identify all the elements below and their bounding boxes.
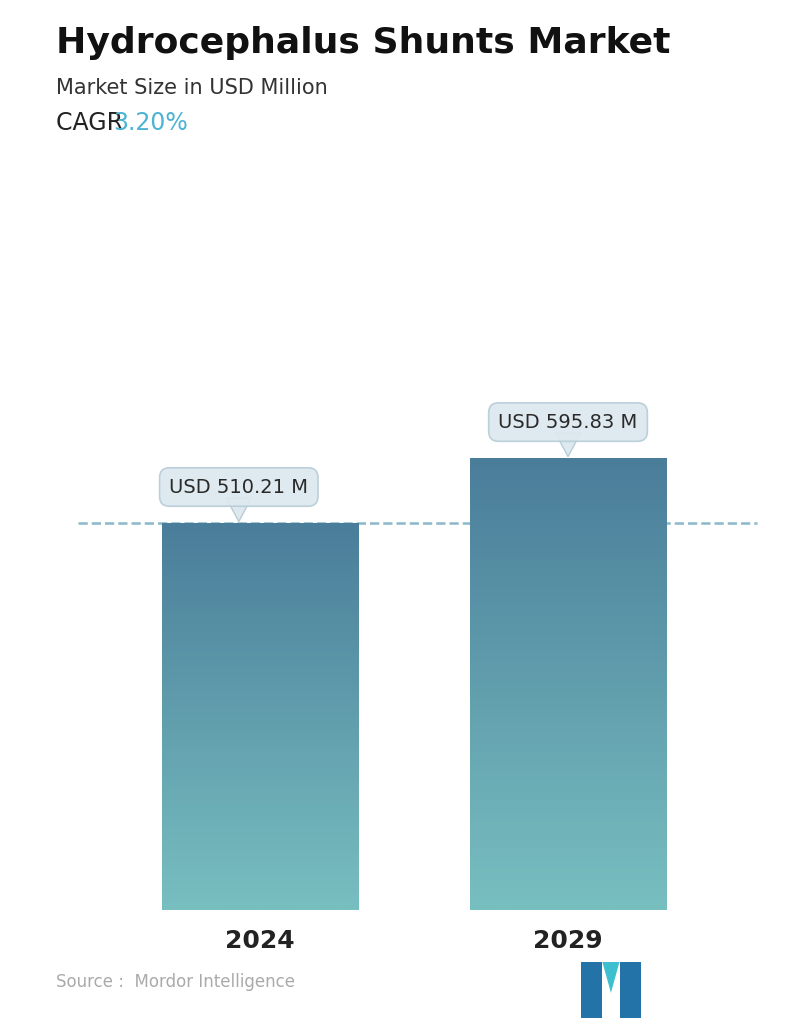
- Polygon shape: [556, 433, 580, 457]
- Text: 3.20%: 3.20%: [113, 111, 188, 134]
- Polygon shape: [226, 498, 252, 521]
- Text: USD 510.21 M: USD 510.21 M: [170, 478, 308, 496]
- Polygon shape: [581, 962, 603, 1018]
- Polygon shape: [603, 962, 619, 993]
- Text: CAGR: CAGR: [56, 111, 138, 134]
- Text: USD 595.83 M: USD 595.83 M: [498, 413, 638, 431]
- Text: Hydrocephalus Shunts Market: Hydrocephalus Shunts Market: [56, 26, 670, 60]
- Text: Source :  Mordor Intelligence: Source : Mordor Intelligence: [56, 973, 295, 991]
- Polygon shape: [619, 962, 641, 1018]
- Text: Market Size in USD Million: Market Size in USD Million: [56, 78, 327, 97]
